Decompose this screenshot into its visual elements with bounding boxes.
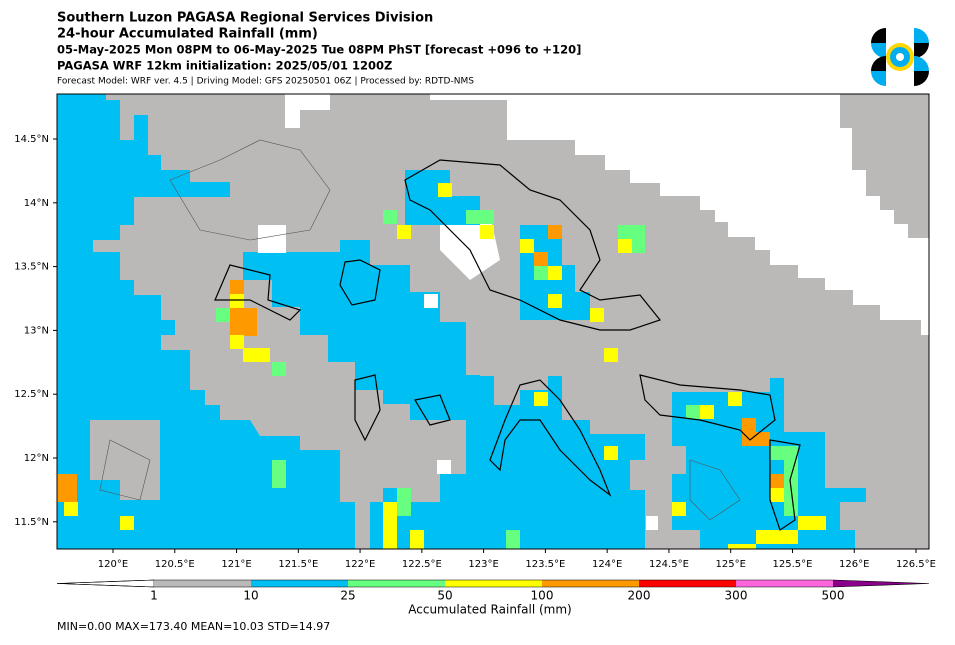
- y-tick-label: 14°N: [24, 198, 49, 209]
- stats: MIN=0.00 MAX=173.40 MEAN=10.03 STD=14.97: [57, 620, 330, 633]
- x-tick-label: 124.5°E: [649, 559, 689, 570]
- colorbar-label: 10: [243, 589, 258, 603]
- colorbar-segment: [348, 580, 445, 587]
- rainfall-field: [57, 94, 929, 549]
- heavy-cells: [57, 183, 826, 549]
- period: 05-May-2025 Mon 08PM to 06-May-2025 Tue …: [57, 43, 581, 57]
- x-tick-label: 121.5°E: [278, 559, 318, 570]
- y-tick-label: 12°N: [24, 453, 49, 464]
- x-tick-label: 121°E: [221, 559, 251, 570]
- colorbar-segment: [154, 580, 251, 587]
- colorbar-extend-low: [56, 579, 155, 588]
- colorbar-label: 300: [725, 589, 748, 603]
- x-tick-label: 123.5°E: [525, 559, 565, 570]
- colorbar-label: 25: [340, 589, 355, 603]
- map-frame: [56, 93, 930, 550]
- header: Southern Luzon PAGASA Regional Services …: [57, 11, 581, 87]
- colorbar-label: 50: [437, 589, 452, 603]
- title: Southern Luzon PAGASA Regional Services …: [57, 11, 433, 26]
- x-tick-label: 122.5°E: [402, 559, 442, 570]
- boundaries: [99, 139, 741, 521]
- colorbar-extend-high: [833, 580, 929, 587]
- y-tick-label: 13°N: [24, 325, 49, 336]
- model-info: Forecast Model: WRF ver. 4.5 | Driving M…: [57, 77, 474, 87]
- x-tick-label: 122°E: [345, 559, 375, 570]
- colorbar-label: 500: [822, 589, 845, 603]
- colorbar-segment: [445, 580, 542, 587]
- x-tick-label: 125.5°E: [772, 559, 812, 570]
- y-tick-label: 14.5°N: [14, 134, 49, 145]
- x-tick-label: 126.5°E: [896, 559, 936, 570]
- colorbar-label: 100: [531, 589, 554, 603]
- x-tick-label: 123°E: [468, 559, 498, 570]
- colorbar-outline: [56, 579, 930, 588]
- colorbar-segment: [639, 580, 736, 587]
- y-tick-label: 12.5°N: [14, 389, 49, 400]
- logo: [871, 28, 929, 86]
- x-tick-label: 120.5°E: [155, 559, 195, 570]
- colorbar-segment: [251, 580, 348, 587]
- colorbar-segment: [736, 580, 833, 587]
- coastlines: [214, 159, 801, 531]
- y-tick-label: 13.5°N: [14, 262, 49, 273]
- colorbar-label: 1: [150, 589, 158, 603]
- x-tick-label: 124°E: [592, 559, 622, 570]
- colorbar-segment: [542, 580, 639, 587]
- colorbar-title: Accumulated Rainfall (mm): [408, 603, 571, 617]
- colorbar-label: 200: [628, 589, 651, 603]
- x-tick-label: 126°E: [839, 559, 869, 570]
- x-tick-label: 120°E: [98, 559, 128, 570]
- x-tick-label: 125°E: [715, 559, 745, 570]
- y-tick-label: 11.5°N: [14, 517, 49, 528]
- init: PAGASA WRF 12km initialization: 2025/05/…: [57, 59, 392, 73]
- subtitle: 24-hour Accumulated Rainfall (mm): [57, 27, 318, 42]
